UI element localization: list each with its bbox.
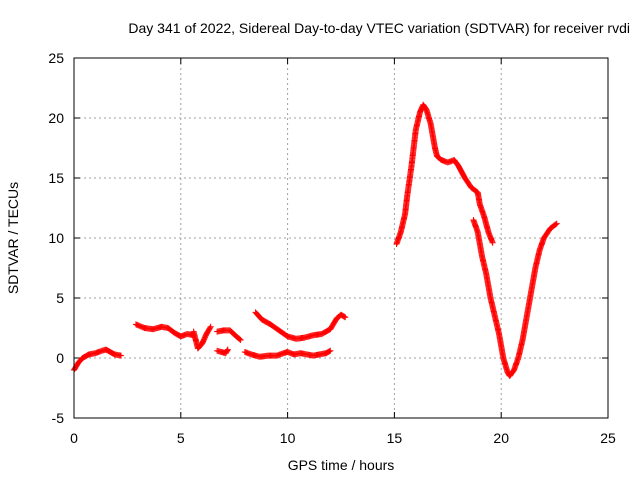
x-tick-label: 15: [387, 430, 403, 446]
x-ticks: 0 5 10 15 20 25: [70, 58, 616, 446]
y-tick-label: 10: [48, 230, 64, 246]
y-tick-label: 5: [56, 290, 64, 306]
grid: [74, 58, 608, 418]
data-point: [237, 337, 244, 343]
x-tick-label: 20: [493, 430, 509, 446]
x-tick-label: 5: [177, 430, 185, 446]
y-tick-label: 25: [48, 50, 64, 66]
data-point: [224, 346, 231, 353]
y-axis-label: SDTVAR / TECUs: [5, 182, 21, 294]
data-point: [117, 352, 124, 359]
data-point: [236, 336, 243, 343]
data-series: [71, 101, 560, 379]
data-point: [489, 239, 496, 246]
y-tick-label: 0: [56, 350, 64, 366]
data-point: [327, 347, 334, 354]
x-tick-label: 10: [280, 430, 296, 446]
data-point: [553, 220, 560, 227]
chart-title: Day 341 of 2022, Sidereal Day-to-day VTE…: [128, 20, 630, 36]
data-point: [224, 347, 231, 354]
y-tick-label: 20: [48, 110, 64, 126]
y-tick-label: -5: [52, 410, 65, 426]
y-ticks: -5 0 5 10 15 20 25: [48, 50, 608, 426]
data-point: [552, 221, 559, 228]
x-tick-label: 25: [600, 430, 616, 446]
x-axis-label: GPS time / hours: [288, 457, 395, 473]
data-point: [342, 314, 349, 321]
data-point: [207, 324, 214, 331]
x-tick-label: 0: [70, 430, 78, 446]
plot-border: [73, 57, 609, 419]
y-tick-label: 15: [48, 170, 64, 186]
data-point: [207, 323, 214, 330]
